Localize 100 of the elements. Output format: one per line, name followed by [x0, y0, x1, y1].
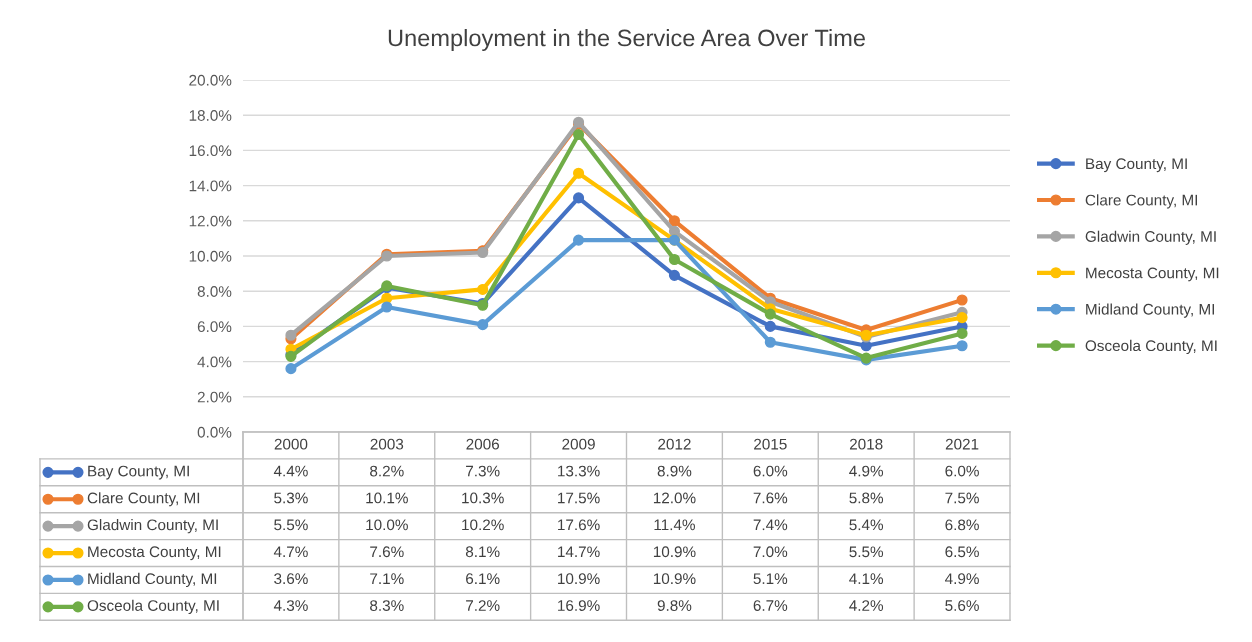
point [285, 329, 297, 341]
data-label: 10.2% [462, 519, 504, 531]
data-label: 8.3% [370, 600, 404, 611]
data-label: 7.2% [466, 600, 500, 611]
data-label: 17.5% [558, 492, 600, 504]
data-label: 7.6% [370, 546, 404, 558]
point [668, 269, 680, 281]
data-label: 4.2% [849, 600, 884, 611]
x-tick-label: 2018 [849, 438, 883, 450]
y-tick-label: 2.0% [197, 391, 232, 403]
point [573, 129, 585, 141]
x-tick-label: 2021 [945, 438, 979, 450]
point [956, 340, 968, 352]
data-label: 4.9% [945, 573, 979, 585]
legend-label: Osceola County, MI [1085, 339, 1217, 355]
text: Gladwin County, MI [87, 519, 218, 534]
data-label: 8.9% [657, 465, 692, 477]
data-label: 10.1% [366, 492, 408, 504]
point [764, 320, 776, 332]
data-label: 13.3% [558, 465, 600, 477]
point [668, 253, 680, 266]
x-tick-label: 2015 [754, 438, 787, 450]
data-label: 16.9% [558, 600, 600, 611]
y-tick-label: 12.0% [189, 215, 232, 227]
data-label: 3.6% [274, 573, 308, 585]
data-label: 5.1% [753, 573, 788, 585]
legend-label: Clare County, MI [1085, 194, 1198, 209]
point [381, 301, 393, 313]
point [477, 319, 489, 331]
data-label: 6.5% [945, 546, 979, 558]
y-tick-label: 16.0% [189, 145, 232, 157]
data-label: 5.6% [945, 600, 979, 611]
legend-label: Gladwin County, MI [1085, 230, 1216, 245]
legend-label: Bay County, MI [1086, 158, 1187, 173]
x-tick-label: 2000 [274, 438, 308, 450]
y-tick-label: 6.0% [197, 321, 232, 333]
y-tick-label: 18.0% [189, 110, 232, 121]
point [573, 234, 585, 246]
data-label: 10.9% [558, 573, 600, 585]
point [573, 167, 585, 179]
x-tick-label: 2006 [466, 438, 500, 450]
y-tick-label: 14.0% [189, 180, 232, 192]
data-label: 5.5% [849, 546, 884, 558]
data-label: 17.6% [558, 519, 600, 531]
point [573, 192, 585, 204]
text: Bay County, MI [88, 465, 189, 480]
x-tick-label: 2003 [370, 438, 404, 450]
point [956, 327, 968, 339]
point [477, 283, 489, 295]
legend-label: Mecosta County, MI [1086, 267, 1219, 282]
data-label: 5.8% [849, 492, 884, 504]
data-label: 10.9% [653, 546, 696, 558]
point [381, 292, 393, 304]
data-label: 9.8% [657, 600, 692, 611]
x-tick-label: 2012 [658, 438, 691, 450]
text: Midland County, MI [88, 572, 217, 588]
data-label: 12.0% [653, 492, 696, 504]
data-label: 6.1% [466, 573, 500, 585]
data-label: 4.9% [849, 465, 884, 477]
data-label: 8.1% [465, 546, 500, 558]
data-label: 8.2% [370, 465, 404, 477]
text: Osceola County, MI [87, 599, 219, 614]
point [668, 225, 680, 237]
data-label: 4.3% [273, 600, 308, 611]
point [860, 340, 872, 352]
data-label: 7.3% [466, 465, 500, 477]
y-tick-label: 8.0% [197, 286, 232, 297]
x-tick-label: 2009 [562, 438, 595, 450]
y-tick-label: 20.0% [189, 74, 232, 86]
data-label: 6.7% [753, 600, 788, 611]
data-label: 7.4% [753, 519, 788, 531]
data-label: 14.7% [558, 546, 600, 558]
point [668, 215, 680, 227]
y-tick-label: 0.0% [197, 426, 232, 438]
data-label: 4.1% [849, 573, 884, 584]
data-label: 4.7% [273, 546, 308, 558]
data-label: 7.1% [370, 573, 404, 584]
data-label: 5.3% [274, 492, 308, 504]
data-label: 5.4% [849, 519, 884, 531]
data-label: 7.0% [753, 546, 788, 558]
data-label: 11.4% [654, 519, 695, 531]
data-label: 6.8% [945, 519, 979, 531]
point [956, 294, 968, 306]
point [764, 308, 776, 320]
y-tick-label: 4.0% [197, 356, 232, 368]
data-label: 6.0% [753, 465, 788, 477]
data-label: 5.5% [274, 519, 308, 531]
point [285, 363, 297, 375]
point [956, 312, 968, 324]
y-tick-label: 10.0% [189, 250, 232, 262]
data-label: 10.9% [653, 573, 696, 585]
point [764, 336, 776, 348]
data-label: 6.0% [945, 465, 979, 477]
data-label: 7.6% [753, 492, 788, 504]
data-label: 7.5% [945, 492, 979, 504]
legend-label: Midland County, MI [1086, 303, 1214, 318]
text: Mecosta County, MI [88, 546, 221, 561]
data-label: 10.0% [366, 519, 408, 531]
chart-title: Unemployment in the Service Area Over Time [388, 29, 865, 52]
data-label: 10.3% [462, 492, 504, 504]
